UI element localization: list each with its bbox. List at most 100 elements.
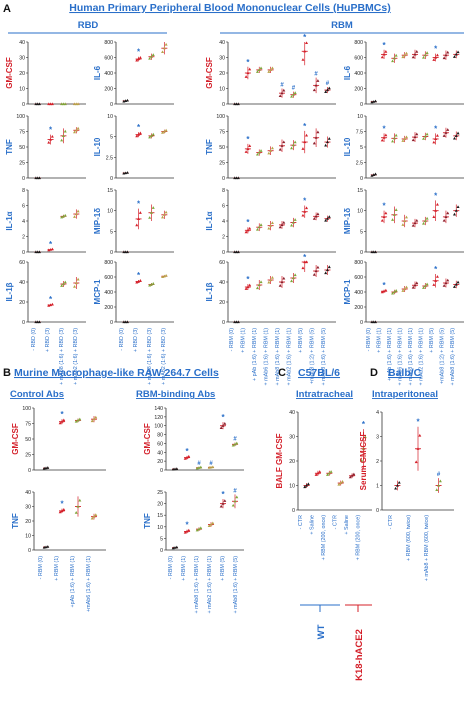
data-point <box>270 221 274 224</box>
significance-star: * <box>434 191 438 200</box>
data-point <box>324 90 328 94</box>
y-tick-label: 0 <box>360 176 363 182</box>
data-point <box>397 480 401 484</box>
data-point <box>303 49 307 53</box>
data-point <box>149 282 153 286</box>
data-point <box>374 320 378 324</box>
y-axis-label: MCP-1 <box>93 279 102 304</box>
data-point <box>340 479 344 483</box>
data-point <box>404 285 408 289</box>
data-point <box>411 285 415 289</box>
data-point <box>151 132 155 136</box>
significance-star: * <box>60 500 64 509</box>
data-point <box>314 83 318 87</box>
data-point <box>211 521 215 525</box>
data-point <box>151 282 155 285</box>
data-point <box>314 269 318 273</box>
y-tick-label: 20 <box>289 459 295 465</box>
data-point <box>293 218 297 221</box>
significance-hash: # <box>233 437 237 443</box>
data-point <box>370 174 374 177</box>
data-point <box>312 141 316 145</box>
data-point <box>318 470 322 473</box>
data-point <box>280 280 284 284</box>
data-point <box>138 279 142 282</box>
data-point <box>391 59 395 63</box>
y-tick-label: 40 <box>19 40 25 46</box>
data-point <box>324 271 328 275</box>
data-point <box>434 137 438 141</box>
data-point <box>350 474 354 477</box>
y-tick-label: 20 <box>157 502 163 508</box>
data-point <box>236 250 240 254</box>
chart-d-serum-gm-csf: 4 3 2 1 0 Serum GM-CSF * # <box>359 410 454 514</box>
data-point <box>74 419 78 423</box>
y-tick-label: 20 <box>25 519 31 525</box>
data-point <box>339 481 343 485</box>
data-point <box>415 281 419 285</box>
y-tick-label: 10 <box>289 484 295 490</box>
significance-star: * <box>303 33 307 42</box>
y-axis-label: GM-CSF <box>11 423 20 455</box>
data-point <box>63 280 67 284</box>
x-label-rbm-left: + RBM (5) <box>298 328 304 353</box>
data-point <box>454 282 458 286</box>
data-point <box>74 212 78 216</box>
data-point <box>78 417 82 421</box>
data-point <box>219 504 223 508</box>
significance-star: * <box>382 202 386 211</box>
x-label-b-control: + RBM (1) <box>54 556 60 581</box>
data-point <box>327 86 331 90</box>
y-tick-label: 6 <box>22 204 25 210</box>
y-axis-label: IL-1β <box>5 282 14 301</box>
y-tick-label: 75 <box>219 130 225 136</box>
data-point <box>413 135 417 139</box>
data-point <box>403 53 407 57</box>
y-tick-label: 40 <box>157 450 163 456</box>
y-tick-label: 20 <box>219 71 225 77</box>
data-point <box>60 509 64 512</box>
chart-a-rbd-il-6: 800 600 400 200 0 IL-6 * <box>93 40 174 108</box>
y-axis-label: IL-1α <box>5 211 14 230</box>
x-label-d: - CTR <box>388 515 394 529</box>
y-tick-label: 0 <box>22 102 25 108</box>
data-point <box>246 228 250 232</box>
data-point <box>282 276 286 280</box>
data-point <box>291 220 295 224</box>
y-tick-label: 15 <box>107 188 113 194</box>
data-point <box>278 225 282 229</box>
x-label-c: + RBM (200, once) <box>356 515 362 561</box>
data-point <box>454 134 458 137</box>
data-point <box>391 291 395 295</box>
section-c-title: C57BL/6 <box>298 367 340 379</box>
data-point <box>187 528 191 532</box>
data-point <box>363 435 367 439</box>
chart-b-rbm-tnf: 25 20 15 10 5 0 TNF * * # <box>143 488 244 554</box>
x-label-rbd-left: + mAb8 (1:6) + RBD (3) <box>59 328 65 385</box>
y-tick-label: 800 <box>354 40 363 46</box>
data-point <box>452 212 456 216</box>
y-tick-label: 0 <box>376 508 379 514</box>
data-point <box>384 133 388 137</box>
significance-star: * <box>246 275 250 284</box>
y-axis-label: IL-10 <box>93 137 102 156</box>
data-point <box>50 247 54 251</box>
y-tick-label: 10 <box>219 87 225 93</box>
data-point <box>219 426 223 429</box>
data-point <box>327 215 331 218</box>
data-point <box>164 210 168 214</box>
y-tick-label: 3 <box>376 435 379 441</box>
data-point <box>76 277 80 281</box>
data-point <box>246 285 250 289</box>
data-point <box>394 53 398 57</box>
data-point <box>435 133 439 137</box>
y-tick-label: 4 <box>376 410 379 416</box>
significance-hash: # <box>209 461 213 467</box>
data-point <box>380 138 384 142</box>
y-tick-label: 600 <box>354 56 363 62</box>
data-point <box>394 486 398 490</box>
y-tick-label: 0 <box>28 548 31 554</box>
significance-star: * <box>434 265 438 274</box>
panel-letter-d: D <box>370 367 378 379</box>
